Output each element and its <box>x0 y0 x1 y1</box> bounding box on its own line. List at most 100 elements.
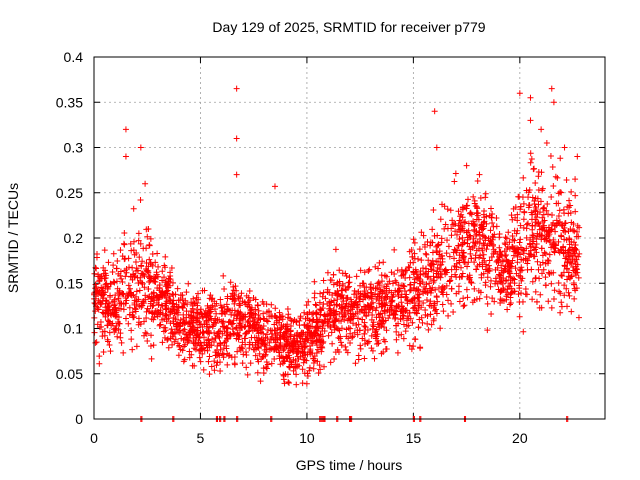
data-point <box>126 311 133 318</box>
data-point <box>505 273 512 280</box>
data-point <box>545 298 552 305</box>
data-point <box>503 293 510 300</box>
data-point <box>462 259 469 266</box>
data-point <box>516 298 523 305</box>
data-point <box>382 317 389 324</box>
data-point <box>480 219 487 226</box>
data-point <box>456 259 463 266</box>
data-point <box>288 361 295 368</box>
data-point <box>510 205 517 212</box>
data-point <box>313 319 320 326</box>
data-point <box>529 232 536 239</box>
data-point <box>427 311 434 318</box>
data-point <box>560 269 567 276</box>
data-point <box>563 177 570 184</box>
data-point <box>398 331 405 338</box>
data-point <box>368 293 375 300</box>
data-point <box>509 236 516 243</box>
data-point <box>122 300 129 307</box>
data-point <box>167 276 174 283</box>
data-point <box>507 262 514 269</box>
data-point <box>115 295 122 302</box>
data-point <box>408 346 415 353</box>
data-point <box>477 252 484 259</box>
data-point <box>415 324 422 331</box>
data-point <box>148 315 155 322</box>
data-point <box>106 329 113 336</box>
data-point <box>537 209 544 216</box>
data-point <box>236 344 243 351</box>
data-point <box>492 275 499 282</box>
data-point <box>230 287 237 294</box>
data-point <box>418 304 425 311</box>
data-point <box>317 290 324 297</box>
data-point <box>126 285 133 292</box>
data-point <box>529 222 536 229</box>
data-point <box>518 256 525 263</box>
data-point <box>392 314 399 321</box>
data-point <box>357 342 364 349</box>
data-point <box>281 343 288 350</box>
data-point <box>543 140 550 147</box>
data-point <box>168 326 175 333</box>
data-point <box>200 345 207 352</box>
data-point <box>208 363 215 370</box>
data-point <box>440 286 447 293</box>
data-point <box>142 292 149 299</box>
data-point <box>261 341 268 348</box>
data-point <box>273 343 280 350</box>
x-tick-label: 10 <box>299 430 315 446</box>
data-point <box>501 253 508 260</box>
data-point <box>111 302 118 309</box>
data-point <box>141 318 148 325</box>
data-point <box>224 295 231 302</box>
data-point <box>545 269 552 276</box>
data-point <box>351 287 358 294</box>
data-point <box>143 245 150 252</box>
data-point <box>231 353 238 360</box>
data-point <box>144 233 151 240</box>
data-point <box>143 315 150 322</box>
data-point <box>561 236 568 243</box>
data-point <box>317 331 324 338</box>
data-point <box>290 356 297 363</box>
data-point <box>418 314 425 321</box>
data-point <box>207 292 214 299</box>
data-point <box>534 195 541 202</box>
data-point <box>220 354 227 361</box>
data-point <box>195 290 202 297</box>
data-point <box>525 194 532 201</box>
data-point <box>320 319 327 326</box>
data-point <box>134 267 141 274</box>
data-point <box>216 328 223 335</box>
data-point <box>123 297 130 304</box>
data-point <box>110 278 117 285</box>
data-point <box>255 307 262 314</box>
data-point <box>559 222 566 229</box>
data-point <box>517 236 524 243</box>
data-point <box>176 327 183 334</box>
data-point <box>190 295 197 302</box>
data-point <box>162 305 169 312</box>
data-point <box>339 270 346 277</box>
data-point <box>520 174 527 181</box>
data-point <box>238 324 245 331</box>
data-point <box>469 244 476 251</box>
data-point <box>552 228 559 235</box>
data-point <box>200 314 207 321</box>
data-point <box>189 322 196 329</box>
data-point <box>128 336 135 343</box>
data-point <box>371 355 378 362</box>
data-point <box>440 308 447 315</box>
data-point <box>564 276 571 283</box>
data-point <box>393 322 400 329</box>
data-point <box>257 324 264 331</box>
data-point <box>425 326 432 333</box>
data-point <box>557 155 564 162</box>
data-point <box>495 271 502 278</box>
data-point <box>149 303 156 310</box>
data-point <box>419 319 426 326</box>
data-point <box>486 257 493 264</box>
data-point <box>96 278 103 285</box>
data-point <box>155 296 162 303</box>
